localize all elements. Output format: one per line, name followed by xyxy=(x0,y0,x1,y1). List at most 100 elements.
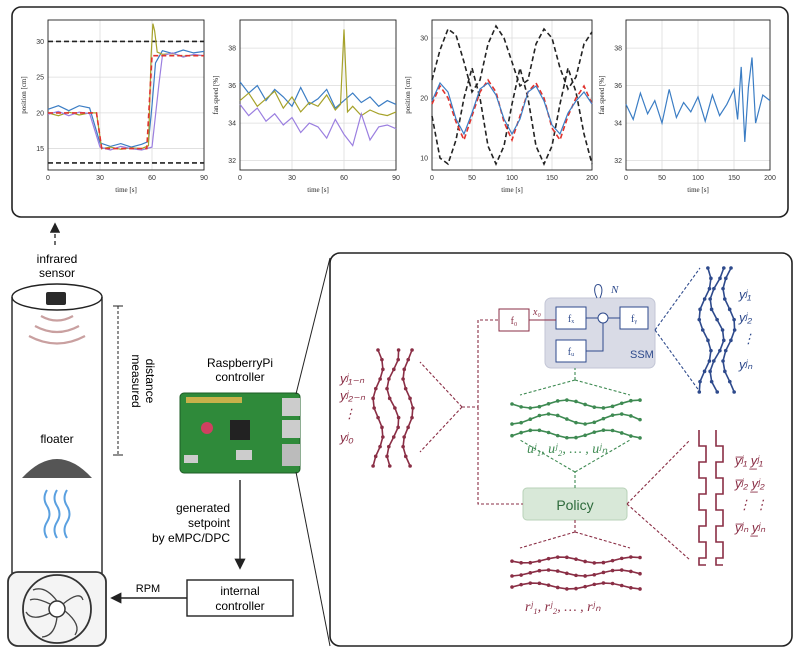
trajectory-point xyxy=(510,422,514,426)
trajectory-point xyxy=(408,464,412,468)
chart-2: 0 30 60 90 32 34 36 38 time [s] fan speed [%] xyxy=(212,19,400,194)
setpoint-label-1: generated xyxy=(176,501,230,515)
trajectory-point xyxy=(565,417,569,421)
trajectory-point xyxy=(601,416,606,421)
fan-icon xyxy=(7,571,107,647)
trajectory-point xyxy=(510,574,514,578)
trajectory-point xyxy=(629,585,633,590)
y-tick-label: 34 xyxy=(614,121,622,128)
y-tick-label: 38 xyxy=(228,46,236,53)
trajectory-point xyxy=(715,317,719,322)
f0-label: f₀ xyxy=(511,316,518,327)
y-tick-label: 38 xyxy=(614,46,622,53)
trajectory-point xyxy=(610,428,615,433)
trajectory-point xyxy=(406,425,410,430)
internal-label-2: controller xyxy=(215,599,264,613)
future-output-ellipsis: ⋮ xyxy=(742,331,755,346)
x-tick-label: 30 xyxy=(96,175,104,182)
trajectory-point xyxy=(583,422,587,426)
signal-waves-icon xyxy=(28,315,86,345)
trajectory-point xyxy=(387,444,391,449)
trajectory-point xyxy=(555,585,560,590)
fy-label: fᵧ xyxy=(631,314,637,325)
series-line-5 xyxy=(47,52,205,151)
series-line-2 xyxy=(431,64,593,166)
trajectory-point xyxy=(592,561,597,565)
rpi-label-1: RaspberryPi xyxy=(207,356,273,370)
x-tick-label: 200 xyxy=(764,175,776,182)
trajectory-point xyxy=(702,369,707,374)
x-tick-label: 90 xyxy=(200,175,208,182)
trajectory-point xyxy=(401,444,405,449)
trajectory-point xyxy=(519,582,523,587)
x-tick-label: 30 xyxy=(288,175,296,182)
trajectory-point xyxy=(619,568,624,572)
past-output-2: yʲ₂₋ₙ xyxy=(339,388,366,403)
trajectory-point xyxy=(546,412,551,416)
x-tick-label: 150 xyxy=(546,175,558,182)
trajectory-point xyxy=(546,401,551,406)
ssm-internal-lines xyxy=(586,317,620,352)
x-axis-label: time [s] xyxy=(501,186,523,194)
trajectory-point xyxy=(638,587,642,591)
trajectory-point xyxy=(396,425,400,430)
trajectory-point xyxy=(638,571,642,576)
setpoint-label-2: setpoint xyxy=(188,516,231,530)
trajectory-point xyxy=(519,573,523,577)
trajectory-point xyxy=(371,396,375,401)
trajectory-point xyxy=(387,377,391,381)
setpoint-label-3: by eMPC/DPC xyxy=(152,531,230,545)
internal-controller-box xyxy=(186,579,294,617)
trajectory-point xyxy=(715,390,720,394)
trajectory-point xyxy=(729,338,733,343)
trajectory-point xyxy=(537,404,542,409)
trajectory-point xyxy=(528,560,533,565)
y-tick-label: 34 xyxy=(228,121,236,128)
floater-label: floater xyxy=(40,432,73,446)
trajectory-point xyxy=(601,560,606,565)
trajectory-point xyxy=(718,276,722,281)
chart-1: 0 30 60 90 15 20 25 30 time [s] position [cm] xyxy=(20,19,208,194)
policy-label: Policy xyxy=(556,497,593,513)
trajectory-point xyxy=(698,379,702,384)
trajectory-point xyxy=(718,348,722,353)
x-tick-label: 0 xyxy=(238,175,242,182)
trajectory-point xyxy=(583,574,587,578)
trajectory-point xyxy=(723,348,728,353)
trajectory-point xyxy=(638,436,642,440)
bound-n: y̅ʲₙ y̲ʲₙ xyxy=(734,520,766,537)
trajectory-point xyxy=(629,555,633,559)
x-axis-label: time [s] xyxy=(687,186,709,194)
trajectory-point xyxy=(610,413,615,417)
trajectory-point xyxy=(702,297,707,301)
trajectory-point xyxy=(555,555,560,559)
x-tick-label: 100 xyxy=(692,175,704,182)
trajectory-point xyxy=(619,556,624,561)
trajectory-point xyxy=(721,286,725,291)
floater-icon xyxy=(22,459,92,478)
trajectory-point xyxy=(555,569,560,573)
trajectory-point xyxy=(519,430,523,435)
trajectory-point xyxy=(403,386,408,391)
trajectory-point xyxy=(619,401,624,406)
trajectory-point xyxy=(583,402,587,407)
y-tick-label: 25 xyxy=(36,75,44,82)
y-tick-label: 30 xyxy=(420,36,428,43)
trajectory-point xyxy=(565,555,569,560)
rpi-label-2: controller xyxy=(215,370,264,384)
trajectory-point xyxy=(528,417,533,422)
series-line-4 xyxy=(47,23,205,150)
trajectories-group xyxy=(371,266,737,591)
trajectory-point xyxy=(709,307,714,312)
trajectory-point xyxy=(700,328,705,332)
trajectory-point xyxy=(546,583,551,587)
y-tick-label: 32 xyxy=(614,158,622,165)
inputs-label: uʲ₁, uʲ₂, … , uʲₙ xyxy=(527,442,608,457)
trajectory-point xyxy=(378,444,382,449)
trajectory-point xyxy=(381,435,385,439)
trajectory-point xyxy=(537,413,542,418)
series-line-1 xyxy=(239,81,397,110)
trajectory-point xyxy=(565,587,569,591)
trajectory-point xyxy=(381,367,385,372)
trajectory-point xyxy=(537,559,542,563)
